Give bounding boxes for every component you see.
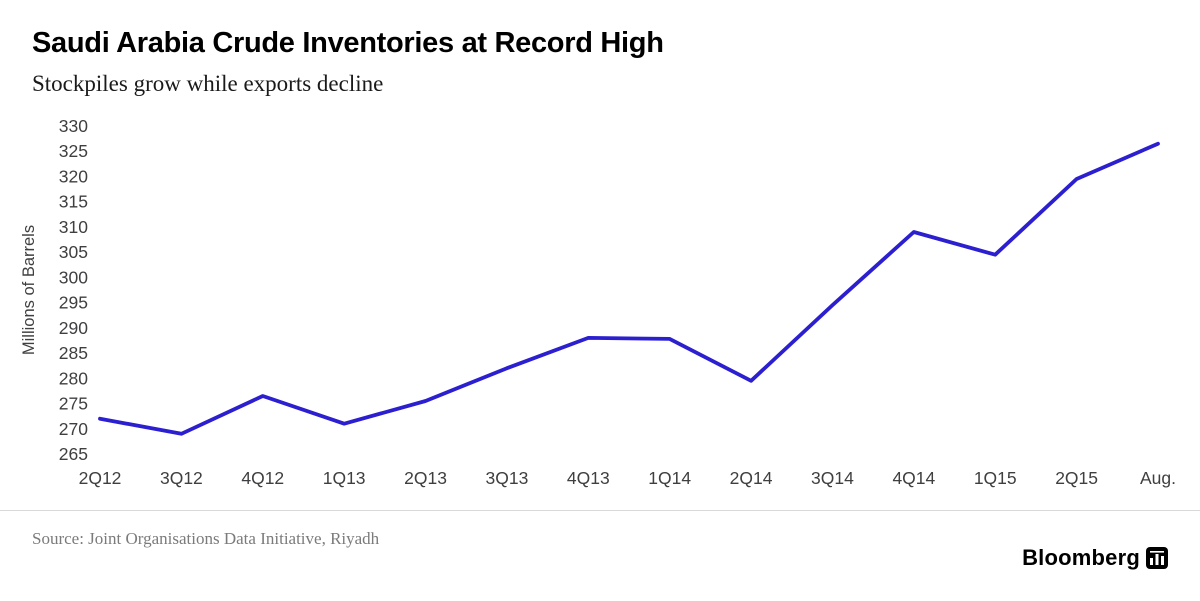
- y-tick-label: 280: [59, 368, 88, 388]
- x-tick-label: 2Q14: [730, 468, 773, 488]
- bar-chart-logo-icon: [1146, 547, 1168, 569]
- x-tick-label: 3Q14: [811, 468, 854, 488]
- y-tick-label: 325: [59, 141, 88, 161]
- x-tick-label: 2Q13: [404, 468, 447, 488]
- x-tick-label: 3Q12: [160, 468, 203, 488]
- y-tick-label: 265: [59, 444, 88, 464]
- x-tick-label: 4Q13: [567, 468, 610, 488]
- x-tick-label: 4Q14: [892, 468, 935, 488]
- y-tick-label: 285: [59, 343, 88, 363]
- page-title: Saudi Arabia Crude Inventories at Record…: [32, 27, 664, 59]
- y-tick-label: 295: [59, 293, 88, 313]
- line-chart: 265 270 275 280 285 290 295 300 305 310 315 320 325 3…: [20, 116, 1176, 488]
- x-tick-label: Aug.: [1140, 468, 1176, 488]
- y-tick-label: 275: [59, 394, 88, 414]
- bloomberg-wordmark: Bloomberg: [1022, 545, 1140, 570]
- x-tick-label: 2Q12: [79, 468, 122, 488]
- y-axis-label: Millions of Barrels: [20, 225, 38, 355]
- chart-header: Saudi Arabia Crude Inventories at Record…: [0, 0, 1200, 104]
- page-subtitle: Stockpiles grow while exports decline: [32, 71, 384, 96]
- x-tick-label: 4Q12: [241, 468, 284, 488]
- x-tick-label: 3Q13: [486, 468, 529, 488]
- x-tick-label: 1Q14: [648, 468, 691, 488]
- x-tick-label: 1Q13: [323, 468, 366, 488]
- bloomberg-logo: Bloomberg: [1022, 545, 1168, 571]
- y-tick-label: 315: [59, 192, 88, 212]
- y-tick-label: 300: [59, 267, 88, 287]
- y-tick-label: 320: [59, 166, 88, 186]
- inventory-line-series: [98, 141, 1160, 436]
- y-tick-label: 310: [59, 217, 88, 237]
- y-tick-label: 330: [59, 116, 88, 136]
- chart-footer: Source: Joint Organisations Data Initiat…: [0, 510, 1200, 598]
- x-tick-label: 1Q15: [974, 468, 1017, 488]
- y-tick-label: 270: [59, 419, 88, 439]
- source-note: Source: Joint Organisations Data Initiat…: [32, 529, 380, 548]
- y-tick-label: 305: [59, 242, 88, 262]
- x-tick-label: 2Q15: [1055, 468, 1098, 488]
- y-tick-label: 290: [59, 318, 88, 338]
- line-chart-area: 265 270 275 280 285 290 295 300 305 310 315 320 325 3…: [0, 104, 1200, 504]
